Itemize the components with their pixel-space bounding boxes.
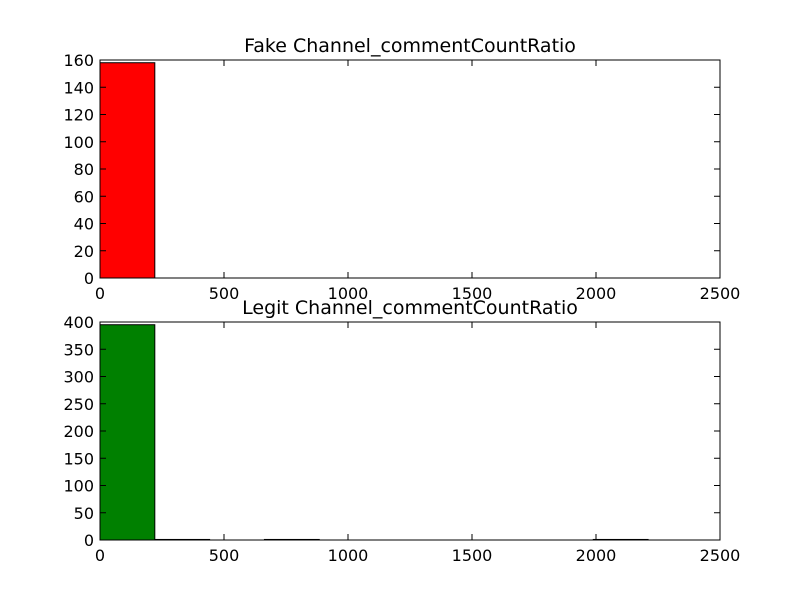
y-tick-label: 350: [63, 340, 94, 359]
y-tick-label: 80: [74, 160, 94, 179]
y-tick-label: 60: [74, 187, 94, 206]
fake-histogram-panel: 0 500 1000 1500 2000 2500 0 20 40 60 80 100 120 140 16…: [63, 35, 740, 303]
x-tick-label: 2500: [700, 284, 741, 303]
x-tick-label: 1000: [328, 284, 369, 303]
y-tick-label: 120: [63, 106, 94, 125]
x-tick-label: 500: [209, 546, 240, 565]
y-tick-label: 0: [84, 531, 94, 550]
x-tick-label: 0: [95, 284, 105, 303]
y-tick-label: 50: [74, 504, 94, 523]
y-tick-label: 160: [63, 51, 94, 70]
x-tick-label: 1500: [452, 284, 493, 303]
x-tick-label: 0: [95, 546, 105, 565]
y-tick-label: 100: [63, 477, 94, 496]
y-tick-label: 150: [63, 449, 94, 468]
legit-histogram-bar: [99, 324, 156, 541]
y-tick-label: 20: [74, 242, 94, 261]
fake-chart-title: Fake Channel_commentCountRatio: [244, 35, 576, 57]
x-tick-label: 1500: [452, 546, 493, 565]
y-tick-label: 200: [63, 422, 94, 441]
y-tick-label: 250: [63, 395, 94, 414]
y-tick-label: 300: [63, 368, 94, 387]
y-tick-label: 400: [63, 313, 94, 332]
x-tick-label: 2500: [700, 546, 741, 565]
x-tick-label: 1000: [328, 546, 369, 565]
x-tick-label: 2000: [576, 546, 617, 565]
y-tick-label: 40: [74, 215, 94, 234]
y-tick-label: 0: [84, 269, 94, 288]
x-tick-label: 2000: [576, 284, 617, 303]
legit-histogram-panel: 0 500 1000 1500 2000 2500 0 50 100 150 200 250 300 35…: [63, 297, 740, 565]
y-tick-label: 100: [63, 133, 94, 152]
legit-chart-title: Legit Channel_commentCountRatio: [242, 297, 578, 319]
y-tick-label: 140: [63, 78, 94, 97]
x-tick-label: 500: [209, 284, 240, 303]
fake-histogram-bar: [99, 62, 156, 279]
